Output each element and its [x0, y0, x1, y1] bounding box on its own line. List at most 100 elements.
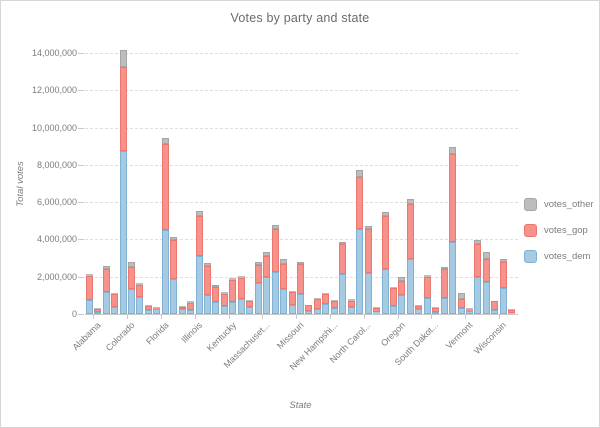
bar-column[interactable]: [491, 300, 499, 314]
bar-segment[interactable]: [466, 308, 474, 309]
bar-segment[interactable]: [220, 306, 228, 314]
bar-segment[interactable]: [254, 282, 262, 314]
bar-segment[interactable]: [94, 308, 102, 309]
bar-segment[interactable]: [356, 229, 364, 314]
bar-segment[interactable]: [415, 309, 423, 314]
bar-column[interactable]: [381, 211, 389, 314]
legend-item-votes-dem[interactable]: votes_dem: [524, 250, 594, 263]
bar-segment[interactable]: [482, 258, 490, 282]
bar-segment[interactable]: [263, 276, 271, 314]
bar-column[interactable]: [111, 292, 119, 314]
bar-column[interactable]: [263, 252, 271, 314]
bar-segment[interactable]: [220, 293, 228, 307]
bar-segment[interactable]: [195, 256, 203, 314]
bar-segment[interactable]: [466, 308, 474, 311]
bar-segment[interactable]: [195, 216, 203, 257]
bar-segment[interactable]: [288, 304, 296, 314]
bar-segment[interactable]: [474, 239, 482, 245]
bar-segment[interactable]: [508, 312, 516, 314]
bar-segment[interactable]: [144, 306, 152, 310]
bar-column[interactable]: [195, 210, 203, 314]
bar-column[interactable]: [229, 278, 237, 314]
bar-segment[interactable]: [153, 307, 161, 309]
bar-segment[interactable]: [330, 300, 338, 302]
bar-segment[interactable]: [398, 280, 406, 296]
bar-column[interactable]: [373, 307, 381, 314]
bar-segment[interactable]: [440, 269, 448, 298]
bar-segment[interactable]: [305, 305, 313, 311]
bar-segment[interactable]: [102, 292, 110, 314]
bar-column[interactable]: [398, 276, 406, 314]
bar-segment[interactable]: [466, 310, 474, 314]
bar-segment[interactable]: [229, 278, 237, 280]
bar-segment[interactable]: [356, 170, 364, 177]
bar-column[interactable]: [389, 286, 397, 314]
bar-segment[interactable]: [94, 308, 102, 312]
bar-column[interactable]: [482, 252, 490, 314]
bar-segment[interactable]: [229, 302, 237, 314]
bar-segment[interactable]: [457, 292, 465, 299]
bar-segment[interactable]: [85, 300, 93, 314]
bar-segment[interactable]: [237, 277, 245, 300]
bar-column[interactable]: [322, 293, 330, 314]
bar-segment[interactable]: [220, 291, 228, 294]
bar-segment[interactable]: [389, 306, 397, 314]
bar-segment[interactable]: [339, 273, 347, 314]
bar-column[interactable]: [508, 308, 516, 314]
bar-segment[interactable]: [144, 305, 152, 307]
bar-segment[interactable]: [111, 306, 119, 314]
bar-segment[interactable]: [474, 244, 482, 278]
bar-column[interactable]: [457, 292, 465, 314]
bar-segment[interactable]: [254, 265, 262, 283]
bar-segment[interactable]: [406, 259, 414, 314]
bar-segment[interactable]: [212, 301, 220, 314]
bar-segment[interactable]: [204, 263, 212, 266]
bar-segment[interactable]: [136, 283, 144, 285]
bar-column[interactable]: [432, 306, 440, 314]
bar-column[interactable]: [136, 283, 144, 314]
bar-segment[interactable]: [474, 277, 482, 314]
bar-column[interactable]: [423, 274, 431, 314]
bar-segment[interactable]: [297, 294, 304, 314]
bar-column[interactable]: [94, 308, 102, 314]
bar-segment[interactable]: [313, 298, 321, 300]
bar-segment[interactable]: [330, 307, 338, 314]
bar-segment[interactable]: [482, 252, 490, 259]
bar-segment[interactable]: [389, 288, 397, 307]
bar-segment[interactable]: [127, 289, 135, 314]
bar-column[interactable]: [415, 305, 423, 314]
bar-segment[interactable]: [491, 310, 499, 314]
bar-column[interactable]: [356, 170, 364, 314]
bar-segment[interactable]: [449, 146, 457, 155]
bar-segment[interactable]: [373, 307, 381, 309]
bar-segment[interactable]: [271, 224, 279, 230]
bar-segment[interactable]: [508, 309, 516, 313]
legend-item-votes-gop[interactable]: votes_gop: [524, 224, 594, 237]
bar-segment[interactable]: [263, 256, 271, 277]
bar-segment[interactable]: [440, 297, 448, 314]
bar-segment[interactable]: [153, 308, 161, 314]
bar-column[interactable]: [440, 267, 448, 314]
bar-segment[interactable]: [237, 276, 245, 278]
bar-segment[interactable]: [212, 284, 220, 287]
bar-segment[interactable]: [187, 302, 195, 311]
bar-segment[interactable]: [499, 262, 507, 289]
bar-segment[interactable]: [111, 292, 119, 295]
bar-segment[interactable]: [297, 261, 304, 265]
bar-segment[interactable]: [161, 143, 169, 231]
bar-segment[interactable]: [356, 176, 364, 230]
bar-segment[interactable]: [313, 308, 321, 314]
bar-segment[interactable]: [119, 150, 127, 314]
bar-segment[interactable]: [297, 264, 304, 295]
bar-segment[interactable]: [305, 310, 313, 314]
bar-column[interactable]: [347, 299, 355, 314]
bar-column[interactable]: [144, 305, 152, 314]
bar-segment[interactable]: [288, 291, 296, 305]
bar-segment[interactable]: [347, 300, 355, 307]
bar-segment[interactable]: [170, 237, 178, 241]
bar-segment[interactable]: [280, 259, 288, 264]
bar-segment[interactable]: [499, 288, 507, 314]
bar-column[interactable]: [178, 305, 186, 314]
bar-segment[interactable]: [415, 305, 423, 310]
bar-segment[interactable]: [119, 49, 127, 68]
